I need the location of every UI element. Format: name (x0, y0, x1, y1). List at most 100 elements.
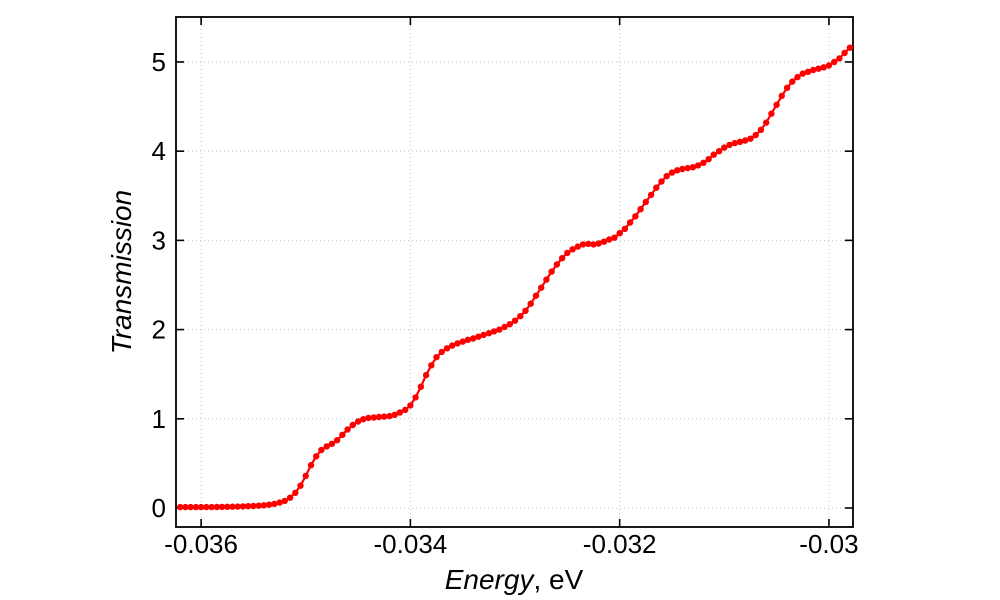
data-point (752, 131, 759, 139)
y-tick-label: 1 (152, 404, 166, 434)
y-axis-label: Transmission (106, 190, 137, 354)
data-point (464, 336, 472, 343)
data-point (438, 348, 445, 356)
data-point (396, 409, 404, 416)
data-point (731, 139, 738, 147)
data-point (579, 241, 587, 248)
data-point (585, 240, 592, 248)
data-point (621, 225, 629, 232)
data-point (747, 135, 754, 142)
data-point (323, 443, 330, 450)
data-point (490, 328, 498, 335)
data-point (679, 165, 686, 173)
y-tick-label: 2 (152, 315, 166, 345)
data-line (179, 46, 852, 509)
data-point (224, 503, 231, 510)
data-point (276, 499, 283, 506)
data-point (626, 219, 634, 226)
data-point (757, 126, 765, 133)
data-point (422, 371, 430, 379)
data-point (684, 164, 691, 172)
data-point (328, 440, 336, 447)
data-point (590, 241, 597, 248)
data-point (632, 213, 639, 220)
data-point (804, 68, 812, 76)
data-point (564, 249, 571, 257)
data-point (459, 338, 466, 345)
data-point (245, 503, 252, 510)
data-point (532, 292, 540, 299)
data-point (799, 70, 806, 77)
data-point (606, 236, 613, 243)
data-point (595, 240, 602, 247)
data-point (778, 92, 785, 100)
data-point (354, 418, 362, 425)
data-point (470, 335, 477, 342)
data-point (297, 482, 304, 489)
data-point (239, 503, 247, 510)
data-point (302, 472, 309, 480)
data-point (391, 411, 398, 418)
data-point (307, 462, 315, 469)
data-point (831, 58, 838, 66)
data-point (789, 78, 796, 85)
data-point (271, 500, 278, 508)
data-point (668, 169, 676, 176)
x-tick-label: -0.032 (583, 529, 657, 559)
data-point (517, 313, 524, 320)
data-point (538, 284, 545, 291)
series-layer (177, 44, 854, 511)
data-point (841, 49, 848, 57)
data-point (255, 502, 262, 509)
data-point (836, 55, 843, 62)
data-point (527, 300, 534, 307)
data-point (710, 151, 717, 158)
data-point (386, 412, 393, 420)
data-point (715, 148, 723, 155)
data-point (543, 276, 550, 283)
data-point (616, 230, 623, 237)
x-tick-label: -0.034 (374, 529, 448, 559)
data-point (381, 413, 388, 420)
data-point (218, 503, 226, 511)
data-point (511, 317, 519, 324)
data-point (815, 65, 822, 72)
data-point (763, 119, 770, 126)
data-point (825, 62, 833, 69)
data-point (768, 110, 775, 117)
data-point (360, 416, 367, 423)
data-point (485, 330, 493, 337)
x-tick-labels: -0.036 -0.034 -0.032 -0.03 (164, 529, 858, 559)
data-point (197, 503, 205, 511)
data-point (637, 206, 644, 213)
y-tick-label: 5 (152, 47, 166, 77)
data-point (402, 406, 409, 414)
data-point (694, 162, 702, 169)
data-point (177, 503, 184, 511)
data-point (558, 255, 566, 262)
data-point (600, 238, 608, 245)
data-point (846, 44, 854, 51)
data-point (349, 421, 356, 429)
data-point (187, 503, 194, 511)
data-point (810, 66, 817, 74)
data-point (433, 354, 440, 361)
data-point (333, 437, 341, 444)
data-point (736, 138, 744, 145)
data-point (726, 141, 733, 149)
data-point (506, 321, 513, 328)
data-point (229, 503, 236, 510)
data-point (192, 503, 200, 511)
data-point (689, 164, 697, 171)
data-point (663, 172, 670, 180)
data-point (292, 489, 299, 496)
x-axis-label-unit: , eV (533, 564, 583, 595)
data-point (647, 191, 655, 199)
data-point (313, 453, 320, 460)
data-point (428, 362, 435, 369)
x-tick-label: -0.036 (164, 529, 238, 559)
y-tick-labels: 0 1 2 3 4 5 (152, 47, 166, 523)
x-axis-label: Energy, eV (445, 564, 584, 595)
